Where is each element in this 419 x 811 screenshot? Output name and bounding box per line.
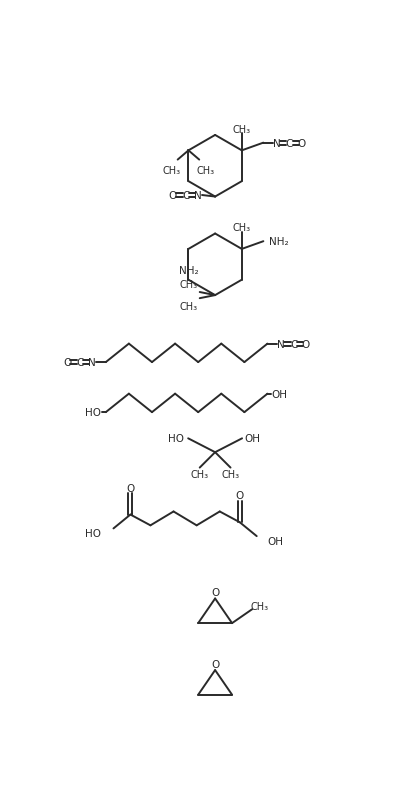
Text: HO: HO: [85, 408, 101, 418]
Text: CH₃: CH₃: [222, 469, 240, 479]
Text: NH₂: NH₂: [178, 266, 198, 276]
Text: CH₃: CH₃: [233, 223, 251, 233]
Text: O: O: [302, 339, 310, 350]
Text: CH₃: CH₃: [163, 166, 181, 176]
Text: CH₃: CH₃: [233, 125, 251, 135]
Text: O: O: [211, 659, 219, 669]
Text: O: O: [298, 139, 306, 148]
Text: N: N: [88, 358, 96, 367]
Text: CH₃: CH₃: [197, 166, 215, 176]
Text: HO: HO: [168, 434, 184, 444]
Text: C: C: [286, 139, 293, 148]
Text: O: O: [211, 588, 219, 598]
Text: O: O: [168, 191, 177, 201]
Text: N: N: [277, 339, 285, 350]
Text: N: N: [194, 191, 202, 201]
Text: O: O: [63, 358, 71, 367]
Text: O: O: [126, 483, 134, 493]
Text: CH₃: CH₃: [180, 280, 198, 290]
Text: CH₃: CH₃: [191, 469, 209, 479]
Text: OH: OH: [267, 536, 284, 546]
Text: CH₃: CH₃: [180, 302, 198, 311]
Text: C: C: [290, 339, 297, 350]
Text: O: O: [235, 491, 244, 500]
Text: C: C: [76, 358, 83, 367]
Text: N: N: [273, 139, 281, 148]
Text: HO: HO: [85, 529, 101, 539]
Text: C: C: [182, 191, 189, 201]
Text: NH₂: NH₂: [269, 237, 289, 247]
Text: OH: OH: [245, 434, 261, 444]
Text: CH₃: CH₃: [251, 602, 269, 611]
Text: OH: OH: [272, 389, 288, 399]
